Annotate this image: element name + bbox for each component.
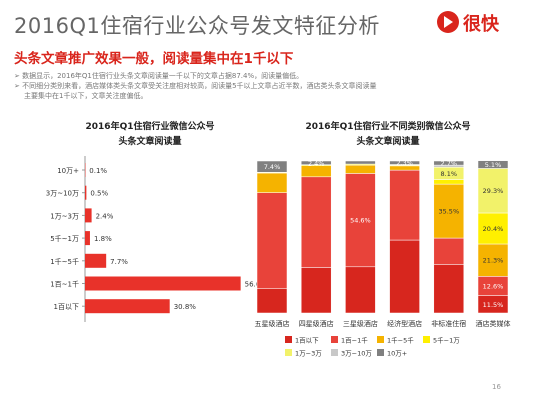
- value-label: 0.5%: [90, 190, 108, 198]
- category-label: 5千~1万: [50, 234, 79, 243]
- chart-title: 2016年Q1住宿行业微信公众号: [86, 120, 215, 132]
- segment-label: 2.7%: [441, 160, 458, 168]
- stack-segment: [345, 173, 376, 268]
- category-label: 酒店类媒体: [476, 319, 511, 328]
- stack-segment: [433, 160, 465, 166]
- bullet-list: ➢ 数据显示，2016年Q1住宿行业头条文章阅读量一千以下的文章占据87.4%，…: [14, 71, 529, 101]
- stack-segment: [300, 267, 332, 314]
- stack-segment: [433, 183, 465, 239]
- category-label: 四星级酒店: [299, 319, 334, 328]
- legend-label: 3万~10万: [341, 350, 372, 358]
- legend-swatch: [285, 336, 292, 343]
- legend-swatch: [331, 336, 338, 343]
- stack-segment: [389, 239, 420, 314]
- bullet-item: ➢ 不同细分类别来看，酒店媒体类头条文章受关注度相对较高，阅读量5千以上文章占近…: [14, 82, 377, 90]
- stack-segment: [477, 212, 509, 245]
- stack-segment: [300, 165, 332, 178]
- bullet-item: ➢ 数据显示，2016年Q1住宿行业头条文章阅读量一千以下的文章占据87.4%，…: [14, 72, 304, 80]
- category-label: 3万~10万: [46, 190, 79, 198]
- stack-segment: [256, 192, 288, 289]
- category-label: 经济型酒店: [387, 319, 422, 328]
- chart-subtitle: 头条文章阅读量: [356, 135, 419, 147]
- bar: [85, 185, 87, 200]
- segment-label: 29.3%: [483, 187, 504, 195]
- category-label: 1千~5千: [50, 257, 79, 266]
- category-label: 五星级酒店: [255, 319, 290, 328]
- bullet-item: 主要集中在1千以下，文章关注度偏低。: [24, 92, 148, 100]
- stack-segment: [433, 264, 465, 314]
- legend-label: 1百以下: [295, 337, 319, 345]
- page-title: 2016Q1住宿行业公众号发文特征分析: [14, 14, 380, 38]
- chart-title: 2016年Q1住宿行业不同类别微信公众号: [306, 120, 471, 132]
- legend-swatch: [377, 336, 384, 343]
- value-label: 1.8%: [94, 235, 112, 243]
- stack-segment: [256, 160, 288, 173]
- page-subtitle: 头条文章推广效果一般，阅读量集中在1千以下: [14, 51, 294, 67]
- value-label: 7.7%: [110, 258, 128, 266]
- stack-segment: [345, 164, 376, 174]
- bar: [85, 231, 90, 246]
- segment-label: 35.5%: [438, 208, 459, 216]
- stack-segment: [477, 243, 509, 277]
- legend-label: 10万+: [387, 350, 407, 358]
- legend-label: 5千~1万: [433, 336, 460, 345]
- value-label: 2.4%: [96, 212, 114, 220]
- segment-label: 11.5%: [483, 301, 504, 309]
- segment-label: 12.6%: [483, 282, 504, 290]
- bar: [85, 276, 241, 291]
- page-number: 16: [492, 383, 501, 391]
- value-label: 30.8%: [174, 303, 197, 311]
- stack-segment: [389, 169, 420, 241]
- stack-segment: [433, 237, 465, 265]
- chart-subtitle: 头条文章阅读量: [118, 135, 181, 147]
- category-label: 1百~1千: [50, 280, 79, 289]
- segment-label: 8.1%: [441, 170, 458, 178]
- legend-swatch: [377, 349, 384, 356]
- segment-label: 54.6%: [350, 217, 371, 225]
- stack-segment: [433, 179, 465, 185]
- value-label: 56.6%: [245, 281, 268, 289]
- legend-swatch: [423, 336, 430, 343]
- value-label: 0.1%: [89, 167, 107, 175]
- segment-label: 5.1%: [485, 161, 502, 169]
- segment-label: 2.3%: [396, 159, 413, 167]
- play-logo-icon: [437, 11, 459, 33]
- bar: [85, 208, 92, 223]
- legend-swatch: [331, 349, 338, 356]
- brand-logo: 很快: [437, 10, 527, 36]
- legend-label: 1千~5千: [387, 336, 414, 345]
- legend-label: 1万~3万: [295, 350, 322, 358]
- category-label: 非标准住宿: [431, 319, 466, 328]
- legend-swatch: [285, 349, 292, 356]
- category-label: 1万~3万: [50, 212, 79, 220]
- category-label: 三星级酒店: [343, 319, 378, 328]
- stack-segment: [477, 168, 509, 214]
- stack-segment: [477, 160, 509, 169]
- bar: [85, 253, 107, 268]
- segment-label: 7.4%: [264, 163, 281, 171]
- stack-segment: [389, 160, 420, 165]
- stack-segment: [345, 160, 376, 165]
- stack-segment: [256, 288, 288, 314]
- stack-segment: [345, 266, 376, 314]
- logo-text: 很快: [463, 14, 499, 35]
- segment-label: 21.3%: [483, 257, 504, 265]
- stack-segment: [300, 160, 332, 165]
- category-label: 1百以下: [54, 303, 79, 311]
- segment-label: 2.4%: [308, 159, 325, 167]
- stack-segment: [256, 172, 288, 193]
- bar: [85, 299, 170, 314]
- legend-label: 1百~1千: [341, 336, 368, 345]
- stack-segment: [300, 176, 332, 268]
- category-label: 10万+: [57, 167, 79, 175]
- segment-label: 20.4%: [483, 225, 504, 233]
